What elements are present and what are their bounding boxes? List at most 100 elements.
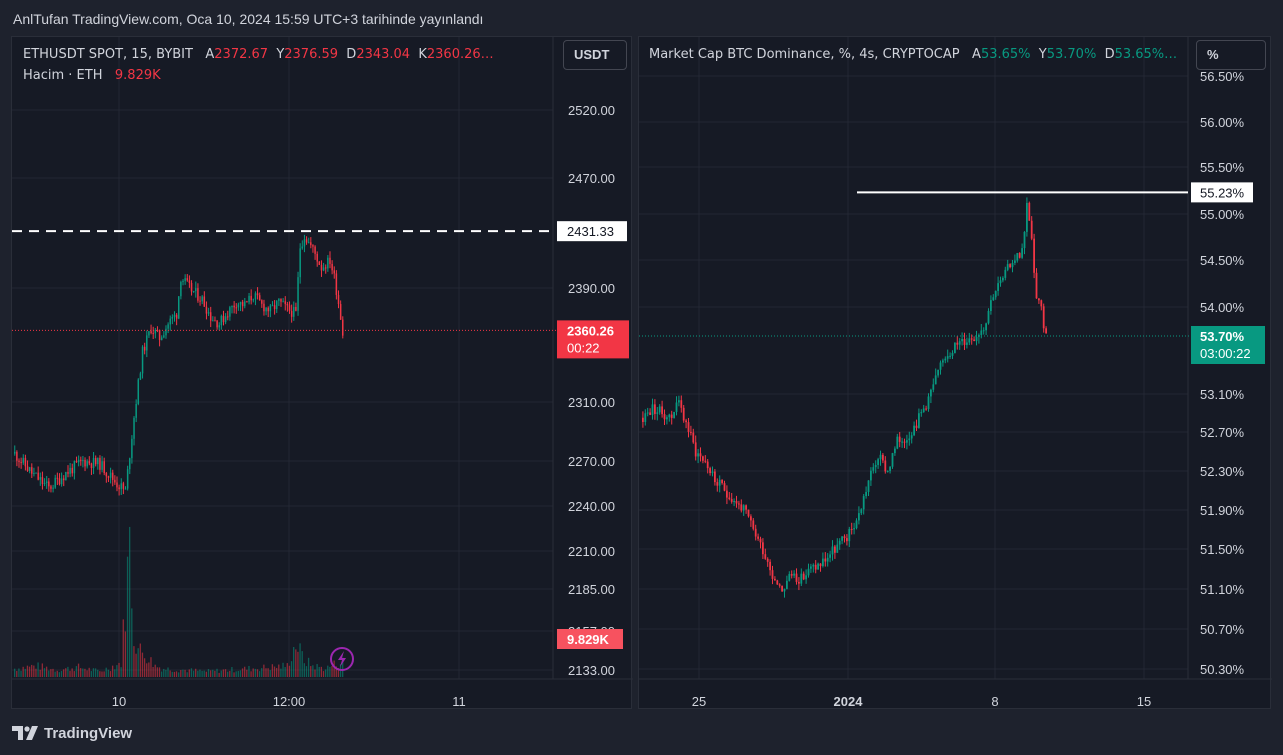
eth-volume-bar [165, 669, 167, 677]
btc-unit-button[interactable]: % [1196, 40, 1266, 70]
eth-volume-bar [37, 662, 39, 677]
btc-candle [961, 339, 963, 342]
eth-volume-bar [318, 666, 320, 677]
eth-volume-bar [41, 663, 43, 677]
eth-volume-bar [320, 666, 323, 677]
btc-candle [918, 413, 920, 428]
btc-candle [706, 461, 709, 469]
btc-symbol[interactable]: Market Cap BTC Dominance, %, 4s, CRYPTOC… [649, 47, 960, 62]
eth-candle [124, 488, 127, 490]
btc-candle [682, 407, 685, 421]
btc-x-tick-label: 8 [991, 694, 998, 709]
eth-volume-bar [205, 671, 207, 677]
eth-volume-bar [20, 670, 22, 677]
eth-volume-bar [45, 666, 48, 677]
btc-candle [980, 330, 983, 335]
eth-candle [28, 467, 31, 472]
eth-close-label: K [418, 47, 427, 62]
eth-candle [329, 257, 331, 264]
eth-volume-bar [316, 664, 318, 677]
eth-volume-bar [54, 671, 56, 677]
btc-x-tick-label: 15 [1137, 694, 1151, 709]
btc-y-tick-label: 50.70% [1200, 622, 1245, 637]
eth-candle [254, 293, 257, 300]
btc-candle [661, 406, 663, 415]
eth-volume-bar [197, 670, 199, 677]
btc-candle [1040, 300, 1043, 307]
eth-candle [303, 239, 306, 247]
btc-candle [898, 436, 901, 442]
btc-candle [822, 558, 824, 567]
eth-candle [54, 477, 56, 488]
eth-candle [169, 318, 171, 325]
eth-volume-bar [224, 669, 227, 677]
eth-candle [22, 457, 25, 463]
btc-candle [855, 520, 858, 529]
eth-volume-bar [58, 672, 61, 677]
eth-volume-bar [94, 668, 97, 677]
eth-candle [312, 245, 314, 247]
eth-candle [62, 478, 65, 481]
eth-volume-bar [86, 670, 88, 677]
btc-candle [793, 573, 795, 576]
eth-chart-canvas[interactable]: 2520.00 2470.00 2390.00 2310.00 2270.00 2240.… [12, 37, 633, 710]
btc-candle [920, 412, 923, 414]
eth-close-value: 2360.26… [426, 47, 494, 62]
btc-candle [1038, 298, 1040, 301]
eth-volume-bar [263, 664, 265, 677]
eth-candle [171, 316, 174, 319]
btc-candle [685, 420, 687, 423]
eth-volume-bar [331, 665, 333, 677]
eth-legend: ETHUSDT SPOT, 15, BYBIT A2372.67 Y2376.5… [23, 47, 494, 62]
eth-volume-bar [105, 667, 107, 677]
eth-symbol[interactable]: ETHUSDT SPOT, 15, BYBIT [23, 47, 193, 62]
eth-volume-bar [60, 671, 63, 677]
eth-candle [26, 466, 29, 472]
btc-open-value: 53.65% [980, 47, 1031, 62]
btc-legend: Market Cap BTC Dominance, %, 4s, CRYPTOC… [649, 47, 1177, 62]
eth-volume-bar [124, 631, 127, 677]
btc-dominance-chart-panel[interactable]: 56.50% 56.00% 55.50% 55.00% 54.50% 54.00% 53.1… [638, 36, 1272, 710]
btc-candle [850, 529, 853, 531]
btc-candle [666, 417, 668, 420]
eth-volume-bar [178, 672, 180, 677]
btc-candle [699, 453, 702, 457]
eth-candle [188, 280, 191, 283]
eth-volume-bar [214, 670, 216, 677]
btc-candle [759, 538, 762, 543]
eth-currency-button[interactable]: USDT [563, 40, 627, 70]
eth-candle [84, 459, 86, 467]
eth-volume-label[interactable]: Hacim · ETH [23, 68, 103, 83]
btc-candle [740, 504, 743, 511]
eth-volume-bar [275, 667, 278, 677]
btc-y-tick-label: 54.50% [1200, 253, 1245, 268]
btc-candle [788, 574, 791, 581]
eth-volume-bar [286, 663, 288, 677]
eth-chart-panel[interactable]: 2520.00 2470.00 2390.00 2310.00 2270.00 2240.… [11, 36, 633, 710]
btc-candle [824, 558, 827, 562]
eth-volume-bar [254, 668, 256, 677]
btc-candle [1002, 277, 1004, 281]
eth-candle [339, 304, 342, 320]
btc-low-value: 53.65%… [1114, 47, 1178, 62]
btc-candle [910, 435, 913, 439]
eth-candle [173, 314, 176, 317]
lightning-icon [330, 647, 354, 671]
btc-candle [670, 414, 673, 418]
btc-dominance-chart-canvas[interactable]: 56.50% 56.00% 55.50% 55.00% 54.50% 54.00% 53.1… [639, 37, 1272, 710]
eth-volume-bar [75, 666, 78, 677]
eth-low-value: 2343.04 [356, 47, 411, 62]
eth-candle [39, 477, 42, 480]
btc-candle [814, 564, 817, 570]
btc-candle [649, 412, 651, 415]
eth-volume-bar [335, 666, 337, 677]
eth-candle [31, 467, 33, 474]
btc-candle [704, 460, 707, 462]
btc-candle [807, 568, 810, 576]
btc-candle [697, 453, 699, 457]
btc-candle [992, 297, 995, 301]
eth-candle [284, 301, 287, 305]
eth-volume-bar [173, 671, 176, 677]
eth-volume-bar [65, 668, 67, 677]
eth-candle [310, 242, 312, 246]
